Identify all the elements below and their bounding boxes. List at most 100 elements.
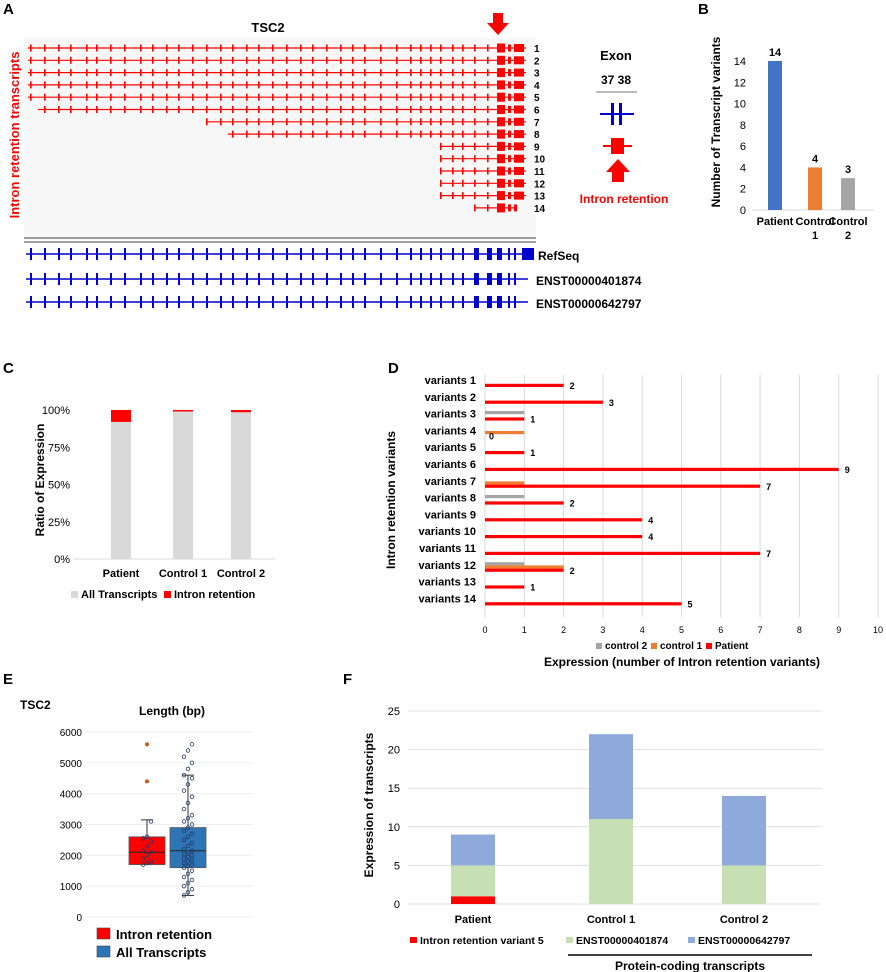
exon-block — [312, 106, 314, 113]
exon-block — [514, 204, 517, 212]
exon-block — [474, 192, 476, 200]
exon-block — [166, 69, 168, 77]
exon-block — [440, 93, 442, 101]
exon-block — [312, 56, 314, 64]
exon-block — [110, 69, 112, 77]
exon-block — [286, 273, 288, 285]
exon-block — [124, 273, 126, 285]
bar — [485, 602, 682, 606]
exon-block — [514, 248, 516, 260]
category-label: 2 — [845, 230, 851, 242]
exon-block — [110, 93, 112, 101]
data-label: 7 — [766, 549, 771, 559]
exon-block — [364, 81, 366, 89]
exon-block — [508, 167, 511, 175]
exon-block — [326, 296, 328, 308]
legend-item: Intron retention — [164, 589, 256, 601]
data-point — [181, 893, 187, 898]
panel-letter-b: B — [698, 1, 709, 18]
exon-block — [452, 296, 454, 308]
exon-block — [514, 130, 524, 139]
legend-item: Intron retention variant 5 — [410, 935, 544, 947]
exon-block — [312, 118, 314, 126]
exon-block — [497, 191, 505, 201]
exon-block — [326, 69, 328, 77]
variant-number: 4 — [534, 81, 540, 92]
category-label: variants 12 — [419, 560, 476, 572]
data-point — [181, 772, 187, 778]
exon-block — [312, 296, 314, 308]
exon-block — [452, 155, 454, 163]
exon-block — [220, 118, 222, 126]
x-tick-label: 3 — [600, 625, 605, 635]
exon-block — [462, 130, 464, 138]
exon-block — [326, 93, 328, 101]
exon-block — [272, 81, 274, 89]
exon-block — [514, 273, 516, 285]
stacked-bar-segment — [231, 410, 251, 413]
x-tick-label: 0 — [482, 625, 487, 635]
category-label: variants 7 — [425, 476, 476, 488]
exon-block — [487, 69, 489, 77]
exon-block — [474, 142, 476, 150]
exon-block — [152, 296, 154, 308]
exon-block — [420, 69, 422, 77]
exon-block — [272, 130, 274, 138]
exon-block — [192, 93, 194, 101]
bar — [485, 565, 564, 569]
track-background — [24, 38, 536, 240]
exon-37-block — [611, 103, 614, 125]
legend-swatch — [96, 927, 111, 940]
exon-block — [462, 142, 464, 150]
exon-block — [206, 118, 208, 126]
exon-block — [352, 248, 354, 260]
exon-block — [514, 142, 524, 151]
exon-block — [420, 296, 422, 308]
exon-block — [420, 118, 422, 126]
variant-number: 13 — [534, 192, 546, 203]
exon-block — [396, 130, 398, 138]
category-label: Patient — [757, 216, 794, 228]
exon-block — [300, 81, 302, 89]
exon-block — [364, 273, 366, 285]
y-tick-label: 1000 — [60, 882, 83, 893]
variant-number: 8 — [534, 130, 540, 141]
exon-block — [508, 44, 511, 52]
exon-block — [364, 296, 366, 308]
stacked-bar-segment — [722, 865, 766, 904]
exon-block — [508, 130, 511, 138]
exon-block — [440, 69, 442, 77]
exon-block — [396, 81, 398, 89]
exon-block — [410, 56, 412, 64]
exon-block — [487, 106, 489, 113]
exon-block — [232, 69, 234, 77]
retention-exon-block — [611, 138, 624, 154]
exon-block — [220, 296, 222, 308]
exon-block — [232, 130, 234, 138]
exon-block — [58, 69, 60, 77]
legend-item: ENST00000401874 — [566, 935, 668, 947]
data-label: 3 — [845, 164, 851, 176]
exon-block — [124, 56, 126, 64]
y-tick-label: 25 — [388, 706, 400, 718]
data-point — [181, 851, 187, 856]
exon-block — [430, 93, 432, 101]
exon-block — [487, 56, 489, 64]
enst-401874-label: ENST00000401874 — [536, 274, 642, 288]
category-label: variants 2 — [425, 392, 476, 404]
data-point — [185, 880, 191, 886]
exon-block — [312, 44, 314, 52]
data-point — [181, 874, 187, 880]
y-tick-label: 0% — [54, 554, 70, 566]
data-point — [189, 857, 195, 863]
y-tick-label: 100% — [42, 405, 70, 417]
exon-block — [352, 106, 354, 113]
exon-block — [452, 81, 454, 89]
exon-block — [166, 56, 168, 64]
legend-swatch — [164, 591, 171, 598]
data-point — [181, 883, 187, 889]
panel-letter-d: D — [388, 360, 399, 377]
legend-item: control 2 — [596, 641, 648, 652]
exon-block — [232, 248, 234, 260]
data-label: 4 — [812, 153, 819, 165]
